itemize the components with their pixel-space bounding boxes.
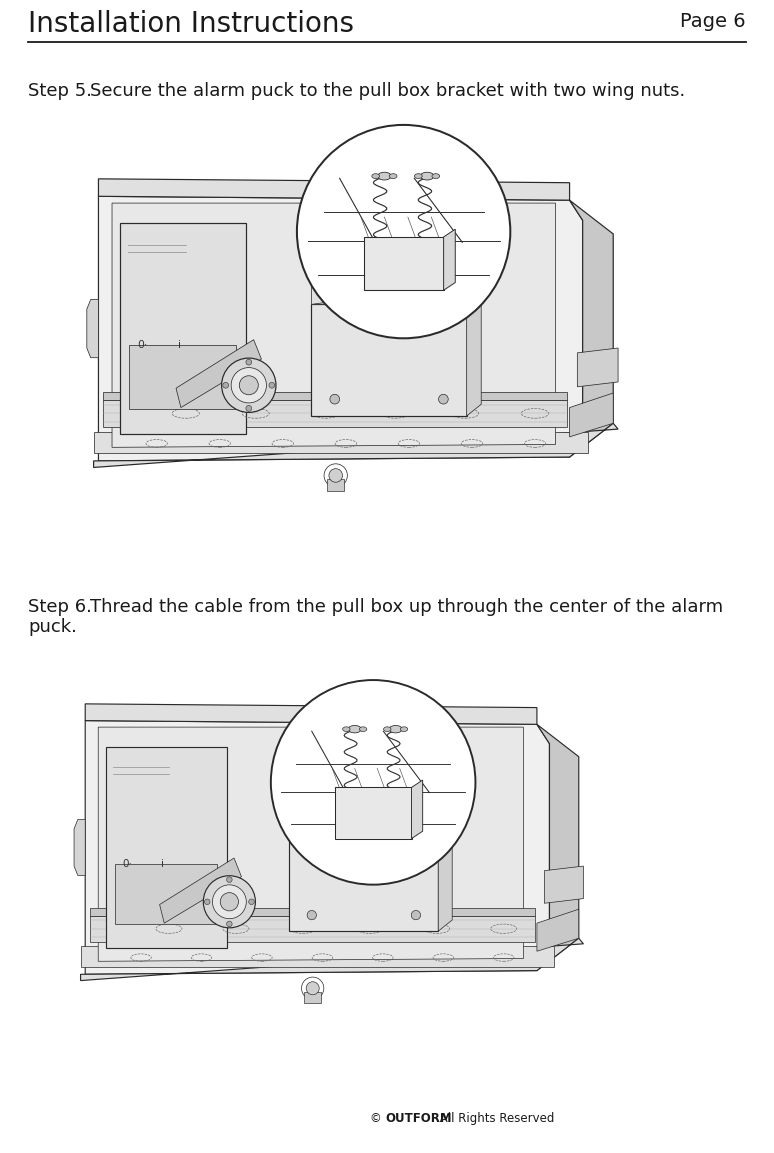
Polygon shape [176, 340, 262, 407]
Polygon shape [396, 251, 450, 304]
Circle shape [204, 899, 210, 905]
Polygon shape [537, 724, 579, 971]
Polygon shape [289, 813, 452, 824]
Polygon shape [87, 300, 98, 357]
Polygon shape [112, 203, 556, 447]
Circle shape [271, 680, 475, 884]
Polygon shape [467, 293, 481, 416]
Text: puck.: puck. [28, 618, 77, 636]
Ellipse shape [343, 726, 350, 731]
Polygon shape [98, 196, 583, 461]
Circle shape [246, 406, 252, 412]
Circle shape [246, 360, 252, 366]
Text: Thread the cable from the pull box up through the center of the alarm: Thread the cable from the pull box up th… [90, 598, 723, 616]
Text: ©: © [369, 1111, 385, 1125]
Polygon shape [570, 201, 613, 457]
Text: OUTFORM: OUTFORM [385, 1111, 451, 1125]
Circle shape [223, 383, 228, 389]
Polygon shape [98, 179, 570, 201]
FancyBboxPatch shape [289, 824, 438, 932]
Circle shape [204, 876, 255, 928]
Polygon shape [85, 721, 550, 974]
Polygon shape [74, 820, 85, 875]
Circle shape [302, 977, 324, 1000]
Polygon shape [289, 773, 344, 824]
FancyBboxPatch shape [304, 992, 321, 1003]
FancyBboxPatch shape [311, 304, 467, 416]
Text: Page 6: Page 6 [680, 12, 746, 31]
FancyBboxPatch shape [90, 915, 535, 942]
Polygon shape [80, 939, 584, 980]
FancyBboxPatch shape [129, 346, 236, 408]
Text: 0·: 0· [122, 859, 132, 868]
FancyBboxPatch shape [115, 864, 217, 925]
Polygon shape [103, 392, 567, 400]
Circle shape [439, 394, 448, 404]
Circle shape [324, 464, 348, 487]
Circle shape [307, 981, 319, 995]
Ellipse shape [389, 174, 397, 179]
Polygon shape [444, 229, 455, 291]
Polygon shape [438, 813, 452, 932]
Ellipse shape [348, 725, 361, 733]
Text: All Rights Reserved: All Rights Reserved [436, 1111, 554, 1125]
Polygon shape [370, 773, 423, 824]
FancyBboxPatch shape [80, 947, 554, 967]
Circle shape [329, 468, 343, 482]
Text: i: i [162, 859, 164, 868]
Polygon shape [311, 251, 368, 304]
Text: i: i [178, 340, 181, 351]
Circle shape [248, 899, 255, 905]
Ellipse shape [389, 725, 402, 733]
Text: Step 6.: Step 6. [28, 598, 92, 616]
Polygon shape [85, 703, 537, 724]
Circle shape [231, 368, 266, 402]
Ellipse shape [378, 172, 391, 180]
Polygon shape [159, 858, 241, 924]
Ellipse shape [400, 726, 408, 731]
Ellipse shape [359, 726, 367, 731]
Circle shape [297, 125, 510, 338]
Ellipse shape [432, 174, 440, 179]
Text: Installation Instructions: Installation Instructions [28, 10, 354, 38]
Circle shape [411, 911, 420, 920]
Ellipse shape [414, 174, 423, 179]
Circle shape [212, 884, 246, 919]
Polygon shape [90, 909, 535, 915]
Circle shape [307, 911, 317, 920]
Circle shape [330, 394, 340, 404]
Circle shape [221, 892, 238, 911]
Polygon shape [544, 866, 584, 903]
FancyBboxPatch shape [120, 224, 246, 434]
FancyBboxPatch shape [94, 432, 587, 453]
Circle shape [221, 359, 276, 413]
FancyBboxPatch shape [364, 236, 444, 291]
Circle shape [227, 921, 232, 927]
Polygon shape [98, 728, 523, 962]
Circle shape [297, 125, 510, 338]
Circle shape [271, 680, 475, 884]
Circle shape [239, 376, 259, 394]
Polygon shape [311, 293, 481, 304]
Ellipse shape [372, 174, 379, 179]
Circle shape [227, 876, 232, 882]
Polygon shape [577, 348, 618, 386]
Ellipse shape [420, 172, 434, 180]
Polygon shape [570, 393, 613, 437]
FancyBboxPatch shape [103, 400, 567, 427]
FancyBboxPatch shape [327, 480, 344, 491]
Circle shape [269, 383, 275, 389]
Polygon shape [537, 910, 579, 951]
Polygon shape [412, 781, 423, 838]
Text: Secure the alarm puck to the pull box bracket with two wing nuts.: Secure the alarm puck to the pull box br… [90, 82, 685, 100]
Polygon shape [94, 423, 618, 467]
Text: Step 5.: Step 5. [28, 82, 92, 100]
Ellipse shape [384, 726, 391, 731]
FancyBboxPatch shape [335, 787, 412, 838]
Text: 0·: 0· [137, 340, 148, 351]
FancyBboxPatch shape [106, 746, 227, 949]
